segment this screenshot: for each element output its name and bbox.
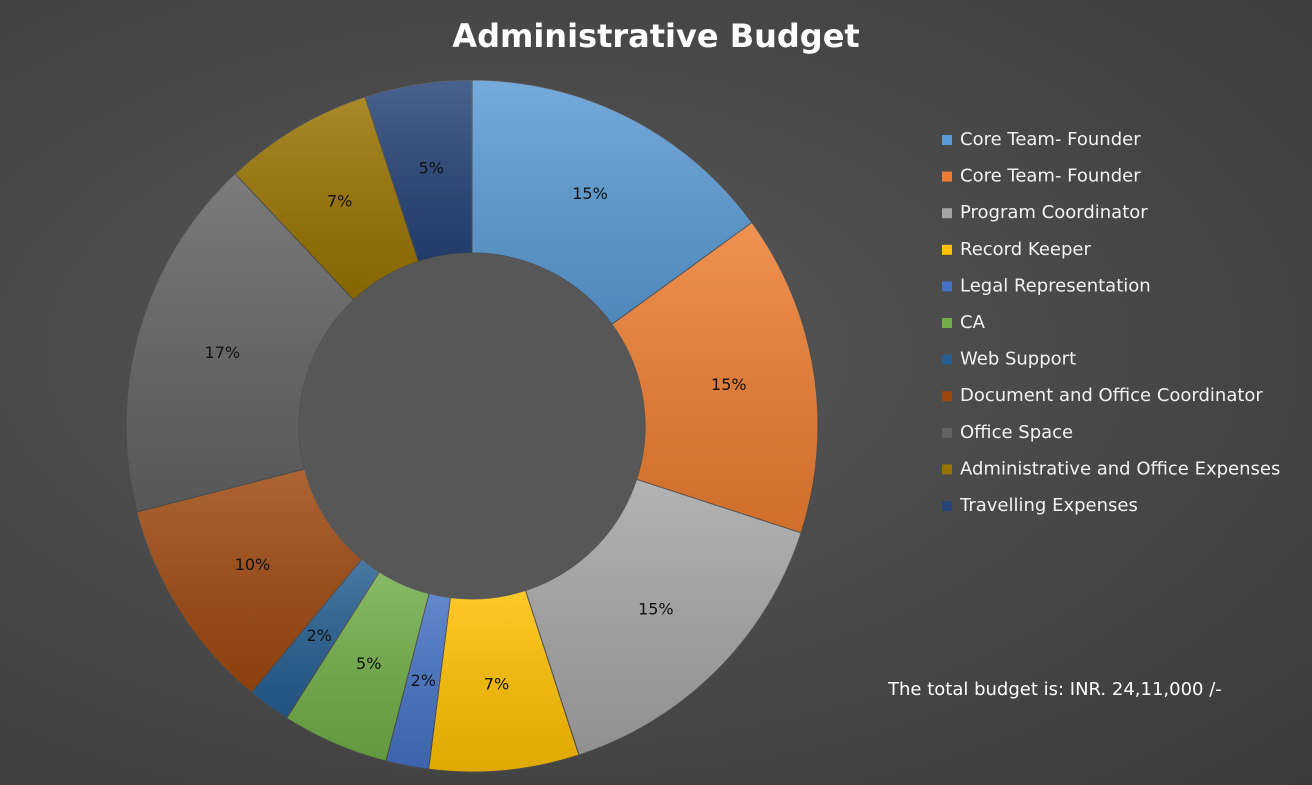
legend-swatch <box>942 391 952 402</box>
total-budget-note: The total budget is: INR. 24,11,000 /- <box>887 679 1222 700</box>
slice-1-shade <box>472 80 752 325</box>
legend-item: Record Keeper <box>942 239 1091 260</box>
slice-9 <box>125 173 355 513</box>
slice-2-shade <box>611 222 818 533</box>
legend-label: Administrative and Office Expenses <box>960 458 1280 479</box>
slice-label-2: 15% <box>711 375 747 394</box>
slice-5-shade <box>385 593 451 770</box>
slice-labels-group: 15% 15% 15% 7% 2% 5% 2% 10% 17% 7% 5% <box>205 159 747 694</box>
slice-label-9: 17% <box>205 343 241 362</box>
legend-label: Office Space <box>960 422 1073 443</box>
legend-label: Document and Office Coordinator <box>960 385 1263 406</box>
legend-swatch <box>942 208 952 219</box>
slice-10-shade <box>235 96 419 300</box>
slice-11-shade <box>365 80 472 262</box>
legend-swatch <box>942 427 952 438</box>
legend-swatch <box>942 281 952 292</box>
slice-label-4: 7% <box>484 674 509 693</box>
legend-label: Web Support <box>960 349 1076 370</box>
legend-item: Web Support <box>942 349 1076 370</box>
legend-label: Record Keeper <box>960 239 1091 260</box>
slice-7-shade <box>251 559 380 719</box>
slice-8-shade <box>136 469 362 693</box>
slice-label-11: 5% <box>419 159 444 178</box>
legend-item: Travelling Expenses <box>942 495 1138 516</box>
legend-label: CA <box>960 312 986 333</box>
slice-label-6: 5% <box>356 654 381 673</box>
legend-label: Travelling Expenses <box>959 495 1138 516</box>
slice-label-8: 10% <box>235 555 271 574</box>
slice-9-shade <box>126 173 354 513</box>
legend-swatch <box>942 244 952 255</box>
legend-label: Core Team- Founder <box>960 129 1141 150</box>
legend-item: Office Space <box>942 422 1073 443</box>
legend-label: Core Team- Founder <box>960 166 1141 187</box>
legend-item: Core Team- Founder <box>942 129 1141 150</box>
legend-swatch <box>942 464 952 475</box>
legend-swatch <box>942 135 952 145</box>
legend-item: Document and Office Coordinator <box>942 385 1263 406</box>
slice-label-1: 15% <box>572 184 608 203</box>
slice-label-7: 2% <box>306 626 331 645</box>
legend-swatch <box>942 354 952 365</box>
legend-label: Legal Representation <box>960 275 1151 296</box>
legend-item: Program Coordinator <box>942 202 1148 223</box>
legend-item: Administrative and Office Expenses <box>942 458 1280 479</box>
slice-3-shade <box>525 479 802 756</box>
legend-item: CA <box>942 312 986 333</box>
legend-item: Legal Representation <box>942 275 1151 296</box>
slice-label-5: 2% <box>411 671 436 690</box>
legend-label: Program Coordinator <box>960 202 1148 223</box>
slice-label-10: 7% <box>327 192 352 211</box>
slice-11 <box>364 79 473 263</box>
slice-4-shade <box>428 590 579 772</box>
legend: Core Team- Founder Core Team- Founder Prog… <box>942 129 1280 516</box>
slice-2 <box>611 221 819 534</box>
legend-swatch <box>942 318 952 328</box>
chart-title: Administrative Budget <box>452 17 859 55</box>
doughnut-hole <box>299 253 645 599</box>
slice-label-3: 15% <box>638 599 674 618</box>
slices-group <box>125 79 819 773</box>
slice-6-shade <box>286 572 429 762</box>
legend-swatch <box>942 171 952 182</box>
legend-swatch <box>942 501 952 511</box>
legend-item: Core Team- Founder <box>942 166 1141 187</box>
